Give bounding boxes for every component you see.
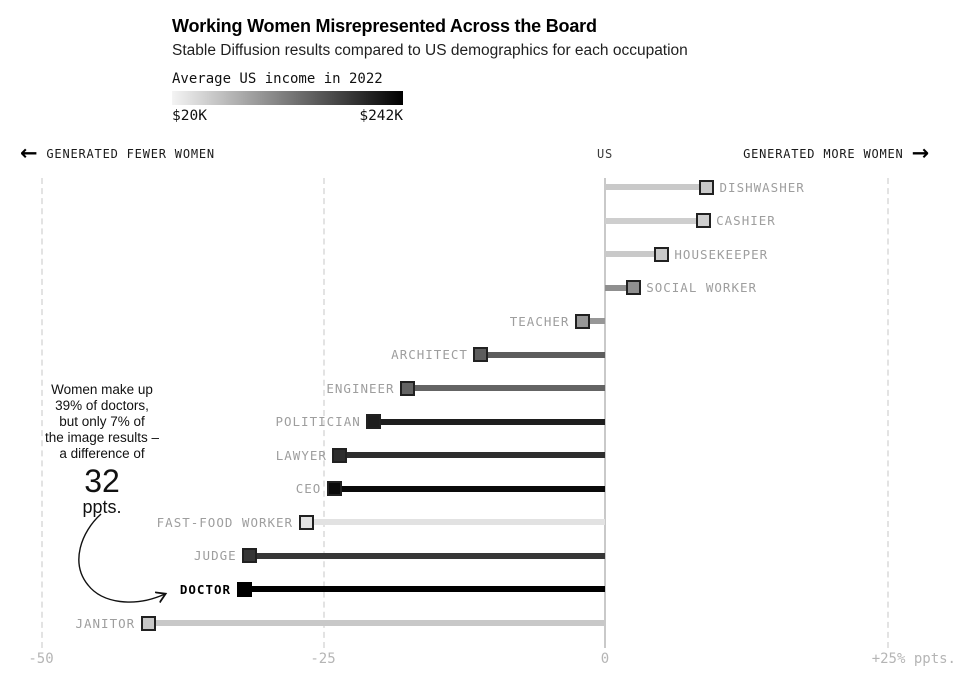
row-label: ARCHITECT: [391, 347, 468, 363]
bar: [605, 217, 704, 224]
income-marker: [699, 179, 715, 195]
income-marker: [332, 447, 348, 463]
bar: [244, 586, 605, 593]
income-marker: [473, 347, 489, 363]
income-marker: [242, 548, 258, 564]
chart-title: Working Women Misrepresented Across the …: [172, 16, 597, 36]
legend-max-label: $242K: [359, 108, 403, 124]
chart-area: DISHWASHER CASHIER HOUSEKEEPER SOCIAL WORKE…: [0, 178, 958, 648]
row-label: DISHWASHER: [719, 179, 805, 195]
axis-tick-label: 0: [600, 651, 610, 667]
bar: [339, 452, 605, 459]
bar: [480, 351, 605, 358]
bar: [148, 620, 605, 627]
row-label: HOUSEKEEPER: [674, 246, 769, 262]
direction-left: ← GENERATED FEWER WOMEN: [20, 141, 215, 165]
row-label: CEO: [295, 481, 322, 497]
row-label: TEACHER: [509, 313, 570, 329]
row-label: JUDGE: [194, 548, 237, 564]
axis-tick-label: -25: [310, 651, 336, 667]
direction-right: GENERATED MORE WOMEN →: [743, 141, 930, 165]
annotation-curved-arrow-icon: [78, 513, 188, 617]
bar: [605, 184, 707, 190]
row-label: DOCTOR: [179, 581, 232, 597]
bar: [582, 318, 605, 325]
direction-right-label: GENERATED MORE WOMEN: [743, 147, 904, 161]
bar: [334, 485, 605, 492]
row-label: JANITOR: [75, 615, 136, 631]
direction-header: ← GENERATED FEWER WOMEN US GENERATED MOR…: [0, 141, 958, 167]
direction-left-label: GENERATED FEWER WOMEN: [46, 147, 215, 161]
annotation: Women make up 39% of doctors, but only 7…: [22, 382, 182, 517]
bar: [306, 519, 605, 526]
income-marker: [298, 514, 314, 530]
annotation-line: 39% of doctors,: [55, 398, 149, 413]
annotation-big-number: 32: [84, 463, 120, 499]
income-marker: [653, 246, 669, 262]
bar: [249, 552, 605, 559]
income-marker: [326, 481, 342, 497]
annotation-line: the image results –: [44, 430, 160, 445]
annotation-line: but only 7% of: [59, 414, 145, 429]
income-marker: [140, 615, 156, 631]
chart-subtitle: Stable Diffusion results compared to US …: [172, 42, 688, 59]
chart-header: Working Women Misrepresented Across the …: [172, 16, 932, 60]
row-label: FAST-FOOD WORKER: [156, 514, 294, 530]
bar: [407, 385, 605, 392]
income-marker: [625, 280, 641, 296]
legend-label: Average US income in 2022: [172, 71, 383, 87]
row-label: ENGINEER: [326, 380, 395, 396]
gridline--25: [323, 178, 325, 648]
income-legend: Average US income in 2022 $20K $242K: [172, 71, 403, 124]
bar: [373, 418, 605, 425]
bar: [605, 284, 634, 291]
row-label: SOCIAL WORKER: [646, 280, 758, 296]
income-marker: [400, 380, 416, 396]
right-arrow-icon: →: [911, 141, 930, 165]
zero-baseline: [604, 178, 606, 648]
bar: [605, 251, 662, 258]
annotation-line: Women make up: [51, 382, 153, 397]
gridline-25: [887, 178, 889, 648]
annotation-line: a difference of: [59, 446, 145, 461]
row-label: CASHIER: [716, 213, 776, 229]
axis-tick-label: +25% ppts.: [871, 651, 956, 667]
axis-tick-label: -50: [28, 651, 54, 667]
left-arrow-icon: ←: [20, 141, 39, 165]
x-axis: -50 -25 0 +25% ppts.: [0, 651, 958, 669]
legend-gradient-bar: [172, 91, 403, 105]
row-label: POLITICIAN: [275, 414, 361, 430]
income-marker: [236, 581, 252, 597]
legend-min-label: $20K: [172, 108, 207, 124]
gridline--50: [41, 178, 43, 648]
annotation-suffix: ppts.: [82, 497, 122, 517]
income-marker: [366, 414, 382, 430]
row-label: LAWYER: [275, 447, 327, 463]
income-marker: [574, 313, 590, 329]
legend-range: $20K $242K: [172, 108, 403, 124]
income-marker: [695, 213, 711, 229]
direction-us-label: US: [596, 147, 614, 161]
